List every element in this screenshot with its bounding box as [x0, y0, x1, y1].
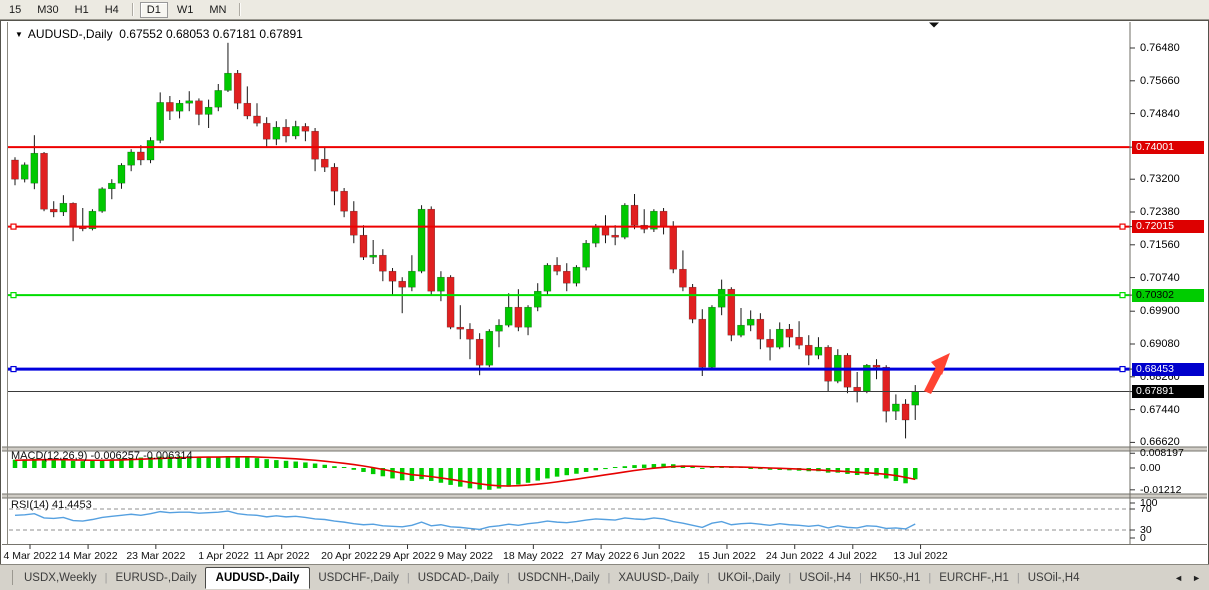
date-axis-label: 23 Mar 2022 [126, 550, 186, 562]
timeframe-button-h1[interactable]: H1 [74, 3, 89, 16]
indicator-scale-label: 0.00 [1140, 462, 1161, 474]
price-axis-label: 0.70740 [1140, 271, 1180, 284]
price-axis-label: 0.71560 [1140, 238, 1180, 251]
symbol-tab-usoilh4-8[interactable]: USOil-,H4 [799, 571, 852, 584]
indicator-scale-label: 0 [1140, 532, 1146, 544]
tab-separator: | [859, 571, 862, 584]
one-click-toggle-icon[interactable]: ▼ [15, 30, 23, 39]
price-level-badge: 0.70302 [1132, 288, 1204, 302]
price-axis-label: 0.74840 [1140, 107, 1180, 120]
rsi-name: RSI(14) [11, 499, 49, 511]
date-axis-label: 9 May 2022 [438, 550, 494, 562]
date-axis-label: 14 Mar 2022 [58, 550, 118, 562]
price-level-badge: 0.68453 [1132, 362, 1204, 376]
symbol-tab-bar: USDX,Weekly | EURUSD-,Daily AUDUSD-,Daily US… [0, 564, 1209, 590]
price-level-badge: 0.67891 [1132, 385, 1204, 399]
toolbar-separator [239, 3, 242, 16]
timeframe-button-h4[interactable]: H4 [104, 3, 119, 16]
date-axis-label: 27 May 2022 [570, 550, 632, 562]
symbol-tab-usdcnhdaily-5[interactable]: USDCNH-,Daily [517, 571, 600, 584]
date-axis-label: 24 Jun 2022 [765, 550, 824, 562]
price-axis-label: 0.73200 [1140, 173, 1180, 186]
tab-separator: | [607, 571, 611, 584]
timeframe-button-w1[interactable]: W1 [176, 3, 194, 16]
tab-separator: | [706, 571, 710, 584]
date-axis-label: 4 Mar 2022 [3, 550, 57, 562]
date-axis-label: 18 May 2022 [503, 550, 564, 562]
price-axis-label: 0.76480 [1140, 42, 1180, 54]
tab-separator: | [788, 571, 792, 584]
symbol-tab-xauusddaily-6[interactable]: XAUUSD-,Daily [618, 571, 699, 584]
timeframe-toolbar: 15 M30 H1 H4 D1 W1 MN [0, 0, 1209, 20]
symbol-tab-eurchfh1-10[interactable]: EURCHF-,H1 [939, 571, 1009, 584]
symbol-tab-usdxweekly-0[interactable]: USDX,Weekly [24, 571, 97, 584]
symbol-tab-hk50h1-9[interactable]: HK50-,H1 [869, 571, 921, 584]
rsi-value: 41.4453 [51, 499, 92, 511]
price-axis-label: 0.67440 [1140, 403, 1180, 416]
date-axis-label: 20 Apr 2022 [321, 550, 378, 562]
indicator-scale-label: 30 [1140, 524, 1152, 536]
macd-values: -0.006257 -0.006314 [90, 450, 193, 462]
symbol-tab-usdcaddaily-4[interactable]: USDCAD-,Daily [417, 571, 499, 584]
tab-separator: | [928, 571, 932, 584]
tab-separator: | [104, 571, 108, 584]
price-axis-label: 0.75660 [1140, 74, 1180, 87]
price-axis[interactable]: 0.76480 0.75660 0.74840 0.73200 0.72380 0.715… [1131, 21, 1208, 564]
symbol-tab-audusddaily-2[interactable]: AUDUSD-,Daily [204, 566, 311, 589]
tabs-scroll-left-icon[interactable]: ◄ [1174, 572, 1184, 583]
macd-indicator-label: MACD(12,26,9) -0.006257 -0.006314 [11, 450, 193, 462]
price-axis-label: 0.72380 [1140, 206, 1180, 218]
symbol-tab-usdchfdaily-3[interactable]: USDCHF-,Daily [318, 571, 399, 584]
date-axis-label: 6 Jun 2022 [633, 550, 686, 562]
price-level-badge: 0.72015 [1132, 220, 1204, 234]
price-axis-label: 0.69900 [1140, 305, 1180, 318]
indicator-scale-label: 70 [1140, 503, 1152, 515]
timeframe-button-d1[interactable]: D1 [139, 1, 168, 18]
symbol-tab-usoilh4-11[interactable]: USOil-,H4 [1027, 571, 1080, 584]
date-axis-label: 13 Jul 2022 [893, 550, 948, 562]
date-axis-label: 4 Jul 2022 [828, 550, 878, 562]
timeframe-button-m30[interactable]: M30 [37, 3, 59, 16]
date-axis-label: 29 Apr 2022 [379, 550, 436, 562]
indicator-scale-label: -0.01212 [1140, 483, 1182, 496]
timeframe-button-mn[interactable]: MN [209, 3, 227, 16]
date-axis-label: 11 Apr 2022 [253, 550, 310, 562]
price-axis-label: 0.69080 [1140, 338, 1180, 350]
chart-canvas[interactable] [1, 21, 1208, 564]
timeframe-button-15[interactable]: 15 [9, 3, 22, 16]
indicator-scale-label: 100 [1140, 497, 1158, 509]
rsi-indicator-label: RSI(14) 41.4453 [11, 499, 92, 511]
price-axis-label: 0.66620 [1140, 436, 1180, 449]
date-axis-label: 1 Apr 2022 [198, 550, 249, 562]
macd-name: MACD(12,26,9) [11, 450, 88, 462]
tab-separator: | [1016, 571, 1020, 584]
indicator-scale-label: 0.008197 [1140, 447, 1184, 460]
date-axis-label: 15 Jun 2022 [698, 550, 756, 562]
symbol-tab-eurusddaily-1[interactable]: EURUSD-,Daily [115, 571, 197, 584]
toolbar-separator [131, 3, 134, 16]
tabs-scroll-right-icon[interactable]: ► [1192, 572, 1201, 583]
price-level-badge: 0.74001 [1132, 140, 1204, 154]
tab-separator: | [506, 571, 510, 584]
chart-symbol-label: AUDUSD-,Daily [27, 27, 113, 41]
tab-bar-left-stub [2, 570, 13, 585]
chart-title: ▼ AUDUSD-,Daily 0.67552 0.68053 0.67181 0… [15, 27, 303, 41]
tab-separator: | [406, 571, 410, 584]
chart-ohlc-values: 0.67552 0.68053 0.67181 0.67891 [119, 27, 303, 41]
symbol-tab-ukoildaily-7[interactable]: UKOil-,Daily [717, 571, 781, 584]
chart-window: ▼ AUDUSD-,Daily 0.67552 0.68053 0.67181 0… [0, 20, 1209, 565]
